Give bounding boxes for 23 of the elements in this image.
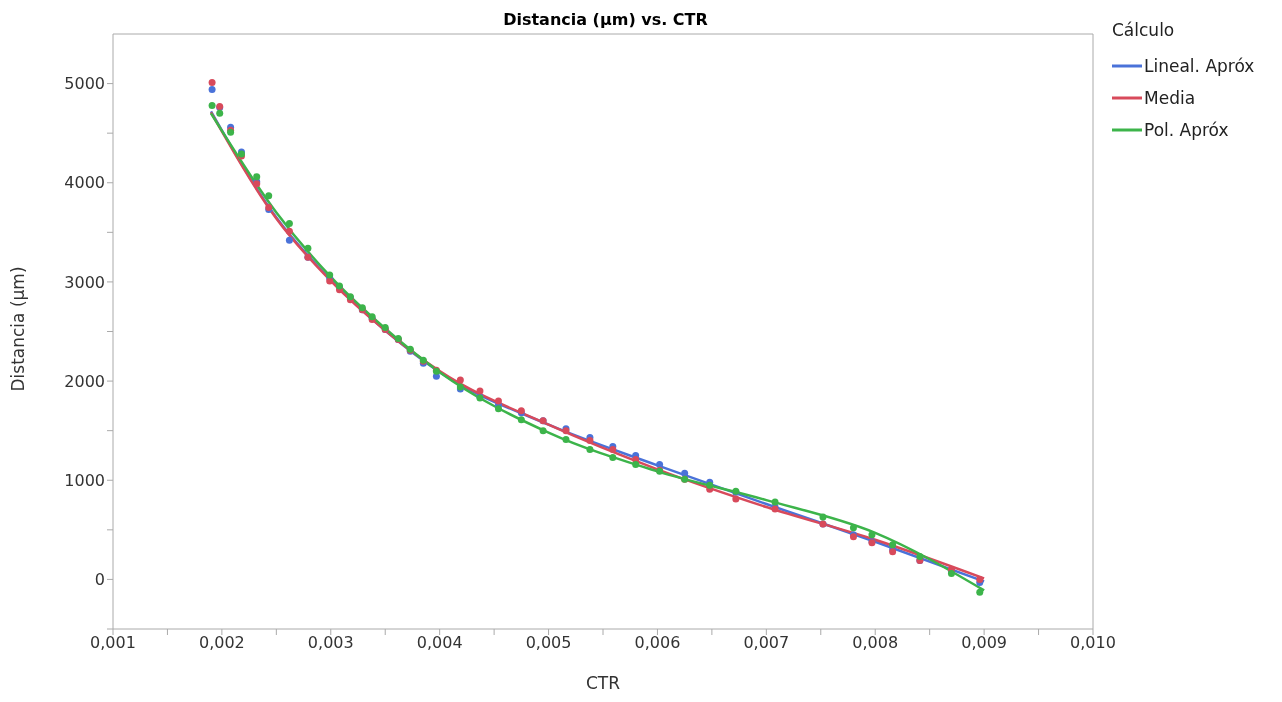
x-tick-label: 0,005 bbox=[525, 633, 572, 653]
legend-label: Pol. Apróx bbox=[1144, 120, 1229, 140]
x-tick-label: 0,001 bbox=[90, 633, 136, 653]
legend-title: Cálculo bbox=[1112, 20, 1176, 40]
y-tick-label: 4000 bbox=[64, 173, 105, 193]
legend-label: Media bbox=[1144, 88, 1196, 108]
x-tick-label: 0,003 bbox=[307, 633, 354, 653]
chart-title: Distancia (µm) vs. CTR bbox=[502, 10, 709, 29]
x-tick-label: 0,009 bbox=[961, 633, 1008, 653]
y-tick-label: 1000 bbox=[64, 470, 105, 490]
x-tick-label: 0,002 bbox=[198, 633, 245, 653]
y-tick-label: 0 bbox=[94, 570, 105, 590]
x-tick-label: 0,008 bbox=[852, 633, 899, 653]
x-tick-label: 0,004 bbox=[416, 633, 463, 653]
y-tick-label: 2000 bbox=[64, 371, 105, 391]
legend-label: Lineal. Apróx bbox=[1144, 56, 1255, 76]
y-tick-label: 3000 bbox=[64, 272, 105, 292]
y-tick-label: 5000 bbox=[64, 74, 105, 94]
x-axis-title: CTR bbox=[585, 673, 621, 693]
x-tick-label: 0,006 bbox=[634, 633, 681, 653]
x-tick-label: 0,007 bbox=[743, 633, 790, 653]
y-axis-title: Distancia (µm) bbox=[8, 266, 29, 392]
x-tick-label: 0,010 bbox=[1070, 633, 1116, 653]
